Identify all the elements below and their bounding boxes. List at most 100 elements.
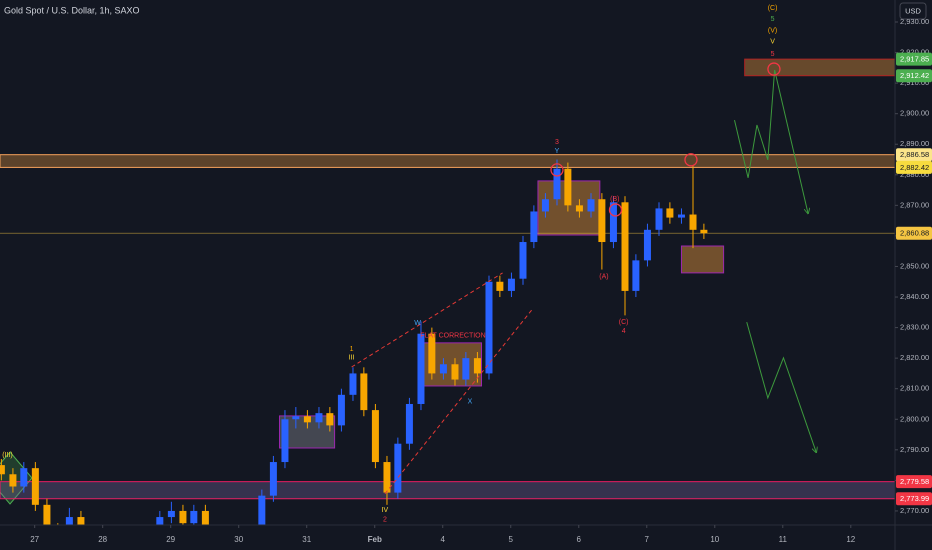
candle-body bbox=[337, 394, 345, 426]
candle-body bbox=[9, 474, 17, 487]
price-tag-label: 2,912.42 bbox=[900, 71, 929, 80]
price-tag bbox=[896, 475, 932, 489]
candle-body bbox=[621, 202, 629, 291]
highlight-circle bbox=[767, 62, 781, 76]
candle-body bbox=[507, 278, 515, 291]
x-tick-label: 31 bbox=[302, 535, 311, 544]
y-tick-label: 2,790.00 bbox=[900, 445, 929, 454]
axes: 2,770.002,780.002,790.002,800.002,810.00… bbox=[30, 17, 932, 544]
currency-button[interactable] bbox=[899, 2, 927, 20]
y-tick-label: 2,930.00 bbox=[900, 17, 929, 26]
chart-title: Gold Spot / U.S. Dollar, 1h, SAXO bbox=[4, 5, 140, 15]
wave-label: W bbox=[414, 320, 421, 327]
candle-body bbox=[689, 214, 697, 230]
y-tick-label: 2,800.00 bbox=[900, 414, 929, 423]
y-tick-label: 2,880.00 bbox=[900, 170, 929, 179]
y-tick-label: 2,840.00 bbox=[900, 292, 929, 301]
candle-body bbox=[65, 517, 73, 525]
candle-body bbox=[451, 364, 459, 380]
candle-body bbox=[43, 504, 51, 525]
y-tick-label: 2,810.00 bbox=[900, 384, 929, 393]
wave-label: (B) bbox=[610, 196, 619, 203]
candle-body bbox=[405, 403, 413, 444]
candle-body bbox=[371, 410, 379, 463]
wave-label: 2 bbox=[383, 517, 387, 524]
candle-body bbox=[564, 168, 572, 206]
price-tag bbox=[896, 69, 932, 83]
zone bbox=[744, 58, 895, 77]
candle-body bbox=[179, 510, 187, 524]
candle-body bbox=[258, 495, 266, 525]
y-tick-label: 2,830.00 bbox=[900, 323, 929, 332]
candle-body bbox=[303, 416, 311, 423]
x-tick-label: 28 bbox=[98, 535, 107, 544]
x-tick-label: 30 bbox=[234, 535, 243, 544]
y-tick-label: 2,910.00 bbox=[900, 78, 929, 87]
candle-body bbox=[349, 373, 357, 395]
price-tag-label: 2,773.99 bbox=[900, 494, 929, 503]
candle-body bbox=[77, 517, 85, 525]
candle-body bbox=[394, 443, 402, 493]
price-tag bbox=[896, 226, 932, 240]
wave-label: X bbox=[468, 399, 473, 406]
y-tick-label: 2,850.00 bbox=[900, 261, 929, 270]
wave-label: III bbox=[349, 355, 355, 362]
wave-label: V bbox=[770, 39, 775, 46]
candle-body bbox=[632, 260, 640, 291]
wave-label: 5 bbox=[771, 51, 775, 58]
candle-body bbox=[655, 208, 663, 230]
y-tick-label: 2,770.00 bbox=[900, 506, 929, 515]
candle-body bbox=[462, 358, 470, 380]
price-tag bbox=[896, 160, 932, 174]
candle-body bbox=[292, 416, 300, 420]
trend-line bbox=[746, 321, 816, 452]
y-tick-label: 2,820.00 bbox=[900, 353, 929, 362]
candle-body bbox=[587, 199, 595, 212]
candle-body bbox=[326, 413, 334, 426]
price-tag bbox=[896, 52, 932, 66]
wave-label: (C) bbox=[768, 5, 778, 12]
price-tag-label: 2,917.85 bbox=[900, 55, 929, 64]
wave-label: 4 bbox=[622, 328, 626, 335]
candle-body bbox=[666, 208, 674, 218]
plot-area: (C) 5 (V) V 5 3 Y (B) (A) (C) 4 1 III W X IV 2 (III) FLAT … bbox=[0, 5, 895, 525]
y-tick-label: 2,890.00 bbox=[900, 139, 929, 148]
candle-body bbox=[428, 333, 436, 374]
trend-line bbox=[734, 69, 807, 213]
wave-label: Y bbox=[555, 148, 560, 155]
candle-body bbox=[473, 358, 481, 374]
candle-body bbox=[643, 229, 651, 261]
y-tick-label: 2,870.00 bbox=[900, 200, 929, 209]
candle-body bbox=[383, 462, 391, 493]
highlight-circle bbox=[550, 163, 564, 177]
y-tick-label: 2,900.00 bbox=[900, 109, 929, 118]
zone bbox=[680, 245, 725, 274]
x-tick-label: 4 bbox=[441, 535, 446, 544]
candle-body bbox=[315, 413, 323, 423]
candle-body bbox=[530, 211, 538, 243]
x-tick-label: 29 bbox=[166, 535, 175, 544]
candle-body bbox=[609, 202, 617, 243]
zone bbox=[0, 481, 895, 500]
trend-line bbox=[384, 309, 533, 495]
candle-body bbox=[281, 419, 289, 463]
candle-body bbox=[156, 517, 164, 525]
x-tick-label: 5 bbox=[509, 535, 514, 544]
price-tag-label: 2,882.42 bbox=[900, 163, 929, 172]
highlight-circle bbox=[608, 203, 623, 217]
candle-body bbox=[20, 468, 28, 487]
candle-body bbox=[0, 465, 5, 475]
price-tag bbox=[896, 148, 932, 162]
wave-label: FLAT CORRECTION bbox=[420, 333, 485, 340]
candle-body bbox=[541, 199, 549, 212]
candle-body bbox=[269, 462, 277, 496]
candle-body bbox=[417, 333, 425, 404]
price-tag-label: 2,860.88 bbox=[900, 229, 929, 238]
candle-body bbox=[190, 510, 198, 524]
currency-label[interactable]: USD bbox=[905, 6, 921, 15]
zone bbox=[279, 415, 336, 449]
candle-body bbox=[439, 364, 447, 374]
candle-body bbox=[519, 242, 527, 279]
wave-label: (C) bbox=[619, 319, 629, 326]
